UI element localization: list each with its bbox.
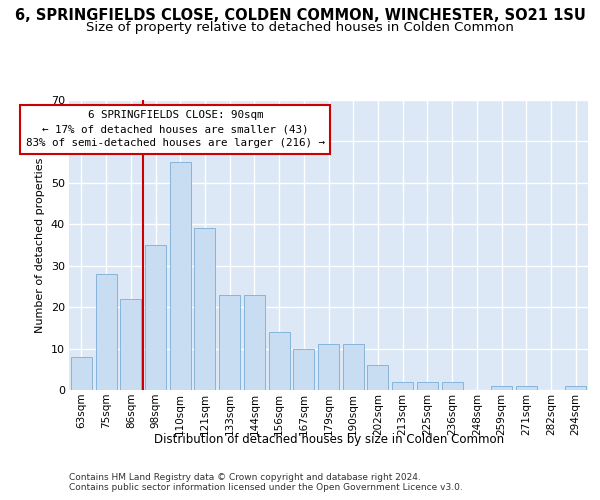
Bar	[343, 344, 364, 390]
Bar	[244, 294, 265, 390]
Bar	[170, 162, 191, 390]
Bar	[516, 386, 537, 390]
Bar	[71, 357, 92, 390]
Bar	[120, 299, 141, 390]
Text: Distribution of detached houses by size in Colden Common: Distribution of detached houses by size …	[154, 432, 504, 446]
Text: 6, SPRINGFIELDS CLOSE, COLDEN COMMON, WINCHESTER, SO21 1SU: 6, SPRINGFIELDS CLOSE, COLDEN COMMON, WI…	[14, 8, 586, 22]
Bar	[442, 382, 463, 390]
Bar	[293, 348, 314, 390]
Bar	[491, 386, 512, 390]
Bar	[392, 382, 413, 390]
Y-axis label: Number of detached properties: Number of detached properties	[35, 158, 45, 332]
Bar	[194, 228, 215, 390]
Text: Size of property relative to detached houses in Colden Common: Size of property relative to detached ho…	[86, 21, 514, 34]
Bar	[95, 274, 116, 390]
Text: Contains HM Land Registry data © Crown copyright and database right 2024.: Contains HM Land Registry data © Crown c…	[69, 472, 421, 482]
Bar	[318, 344, 339, 390]
Text: Contains public sector information licensed under the Open Government Licence v3: Contains public sector information licen…	[69, 484, 463, 492]
Bar	[417, 382, 438, 390]
Bar	[367, 365, 388, 390]
Bar	[565, 386, 586, 390]
Bar	[269, 332, 290, 390]
Text: 6 SPRINGFIELDS CLOSE: 90sqm
← 17% of detached houses are smaller (43)
83% of sem: 6 SPRINGFIELDS CLOSE: 90sqm ← 17% of det…	[26, 110, 325, 148]
Bar	[219, 294, 240, 390]
Bar	[145, 245, 166, 390]
